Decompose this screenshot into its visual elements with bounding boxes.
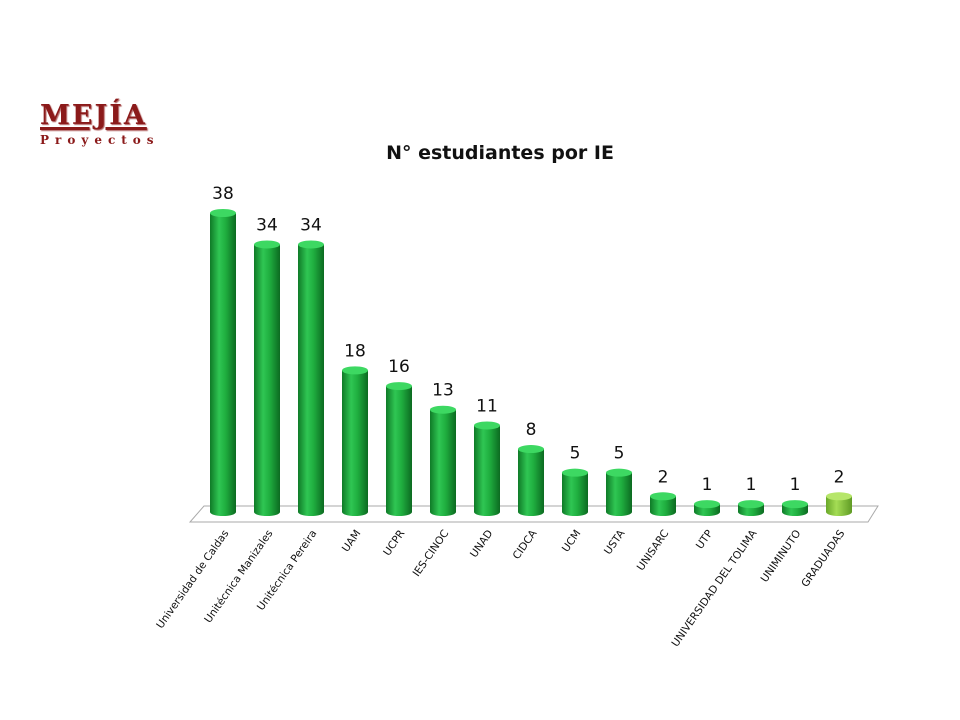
bar-body xyxy=(606,472,632,516)
x-tick-label: UAM xyxy=(340,528,364,554)
data-label: 2 xyxy=(834,467,845,487)
bar-top xyxy=(430,405,456,414)
data-label: 5 xyxy=(614,444,625,464)
bar-top xyxy=(694,500,720,509)
bar xyxy=(738,500,764,516)
bar-body xyxy=(342,370,368,516)
chart-title: N° estudiantes por IE xyxy=(386,142,614,164)
data-label: 38 xyxy=(212,184,234,204)
data-label: 18 xyxy=(344,341,366,361)
bar-top xyxy=(650,492,676,501)
bar-top xyxy=(386,382,412,391)
data-label: 34 xyxy=(256,215,278,235)
bar-body xyxy=(562,472,588,516)
bar xyxy=(826,492,852,516)
x-tick-label: GRADUADAS xyxy=(799,528,847,590)
bar xyxy=(694,500,720,516)
brand-logo: MEJÍA Proyectos xyxy=(40,100,160,147)
bar-top xyxy=(254,240,280,249)
bar-body xyxy=(254,244,280,516)
data-label: 8 xyxy=(526,420,537,440)
data-label: 1 xyxy=(702,475,713,495)
data-label: 2 xyxy=(658,467,669,487)
bar-body xyxy=(650,496,676,516)
bar xyxy=(474,421,500,516)
bar xyxy=(210,209,236,516)
bar xyxy=(342,366,368,516)
bar-top xyxy=(606,468,632,477)
bar xyxy=(254,240,280,516)
bar xyxy=(386,382,412,516)
bar xyxy=(606,468,632,516)
data-label: 5 xyxy=(570,444,581,464)
bar-body xyxy=(298,244,324,516)
data-label: 34 xyxy=(300,215,322,235)
x-tick-label: UNISARC xyxy=(635,528,672,573)
x-tick-label: USTA xyxy=(602,527,628,557)
x-tick-label: UNAD xyxy=(468,528,496,560)
logo-name: MEJÍA xyxy=(40,100,147,131)
bar-top xyxy=(298,240,324,249)
data-label: 13 xyxy=(432,381,454,401)
bar-body xyxy=(826,496,852,516)
bar-top xyxy=(826,492,852,501)
x-tick-label: UCM xyxy=(560,528,584,555)
data-label: 1 xyxy=(746,475,757,495)
bar-body xyxy=(386,386,412,516)
bar xyxy=(562,468,588,516)
bar xyxy=(518,445,544,516)
x-tick-label: CIDCA xyxy=(511,527,540,562)
bar-top xyxy=(738,500,764,509)
bar-body xyxy=(210,213,236,516)
logo-subtitle: Proyectos xyxy=(40,133,160,147)
data-label: 11 xyxy=(476,396,498,416)
data-label: 16 xyxy=(388,357,410,377)
x-tick-label: UNIVERSIDAD DEL TOLIMA xyxy=(669,527,759,649)
data-label: 1 xyxy=(790,475,801,495)
x-tick-label: Universidad de Caldas xyxy=(154,528,231,631)
x-tick-label: IES-CINOC xyxy=(411,528,452,579)
x-tick-label: UTP xyxy=(694,528,716,552)
bar-top xyxy=(342,366,368,375)
bar xyxy=(298,240,324,516)
bar-body xyxy=(474,425,500,516)
bar-top xyxy=(782,500,808,509)
bar-top xyxy=(210,209,236,217)
bar xyxy=(650,492,676,516)
bar-body xyxy=(430,409,456,516)
bar xyxy=(782,500,808,516)
bar-top xyxy=(474,421,500,430)
bar-top xyxy=(518,445,544,454)
bar-body xyxy=(518,449,544,516)
bar-top xyxy=(562,468,588,477)
x-tick-label: UCPR xyxy=(381,528,407,558)
x-tick-label: UNIMINUTO xyxy=(759,528,804,585)
bar xyxy=(430,405,456,516)
